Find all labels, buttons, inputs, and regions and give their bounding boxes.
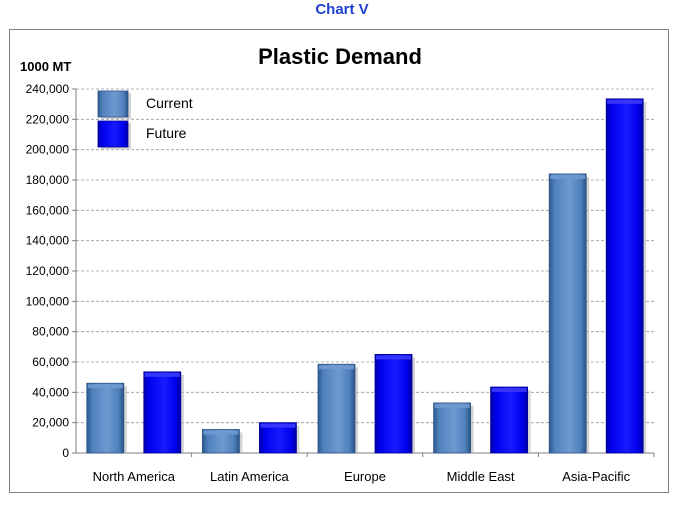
y-tick-label: 20,000 [32, 416, 69, 430]
legend-swatch-future [97, 120, 129, 148]
y-tick-label: 160,000 [26, 203, 70, 217]
y-tick-label: 40,000 [32, 385, 69, 399]
bar-top-bevel [260, 423, 296, 428]
bar-current [548, 173, 587, 454]
x-category-label: Asia-Pacific [562, 469, 630, 484]
bar-future [605, 98, 644, 454]
bar-top-bevel [203, 430, 239, 435]
bar-top-bevel [144, 372, 180, 377]
y-tick-label: 220,000 [26, 112, 70, 126]
y-tick-label: 60,000 [32, 355, 69, 369]
bar-top-bevel [491, 388, 527, 393]
bar-future [143, 371, 182, 454]
bar-top-bevel [550, 174, 586, 179]
bar-top-bevel [434, 403, 470, 408]
y-tick-label: 0 [62, 446, 69, 460]
bar-top-bevel [87, 384, 123, 389]
y-tick-label: 100,000 [26, 294, 70, 308]
bar-top-bevel [376, 355, 411, 360]
x-category-label: North America [93, 469, 176, 484]
x-category-label: Latin America [210, 469, 290, 484]
x-category-label: Europe [344, 469, 386, 484]
y-tick-label: 200,000 [26, 143, 70, 157]
y-tick-label: 140,000 [26, 234, 70, 248]
y-tick-label: 240,000 [26, 82, 70, 96]
bar-current [433, 402, 472, 454]
bar-current [86, 382, 125, 454]
bar-future [490, 386, 529, 454]
chart-title: Plastic Demand [258, 44, 422, 69]
chart-caption: Chart V [315, 1, 369, 18]
y-axis-unit-label: 1000 MT [20, 59, 71, 74]
legend-label: Current [146, 95, 193, 111]
bar-future [258, 422, 297, 454]
bar-top-bevel [607, 99, 643, 104]
bar-current [317, 363, 356, 454]
y-tick-label: 180,000 [26, 173, 70, 187]
bar-top-bevel [319, 365, 354, 370]
y-tick-label: 80,000 [32, 325, 69, 339]
x-category-label: Middle East [447, 469, 515, 484]
y-tick-label: 120,000 [26, 264, 70, 278]
bar-future [374, 354, 413, 454]
bar-current [201, 429, 240, 454]
legend-label: Future [146, 125, 187, 141]
legend-swatch-current [97, 90, 129, 118]
